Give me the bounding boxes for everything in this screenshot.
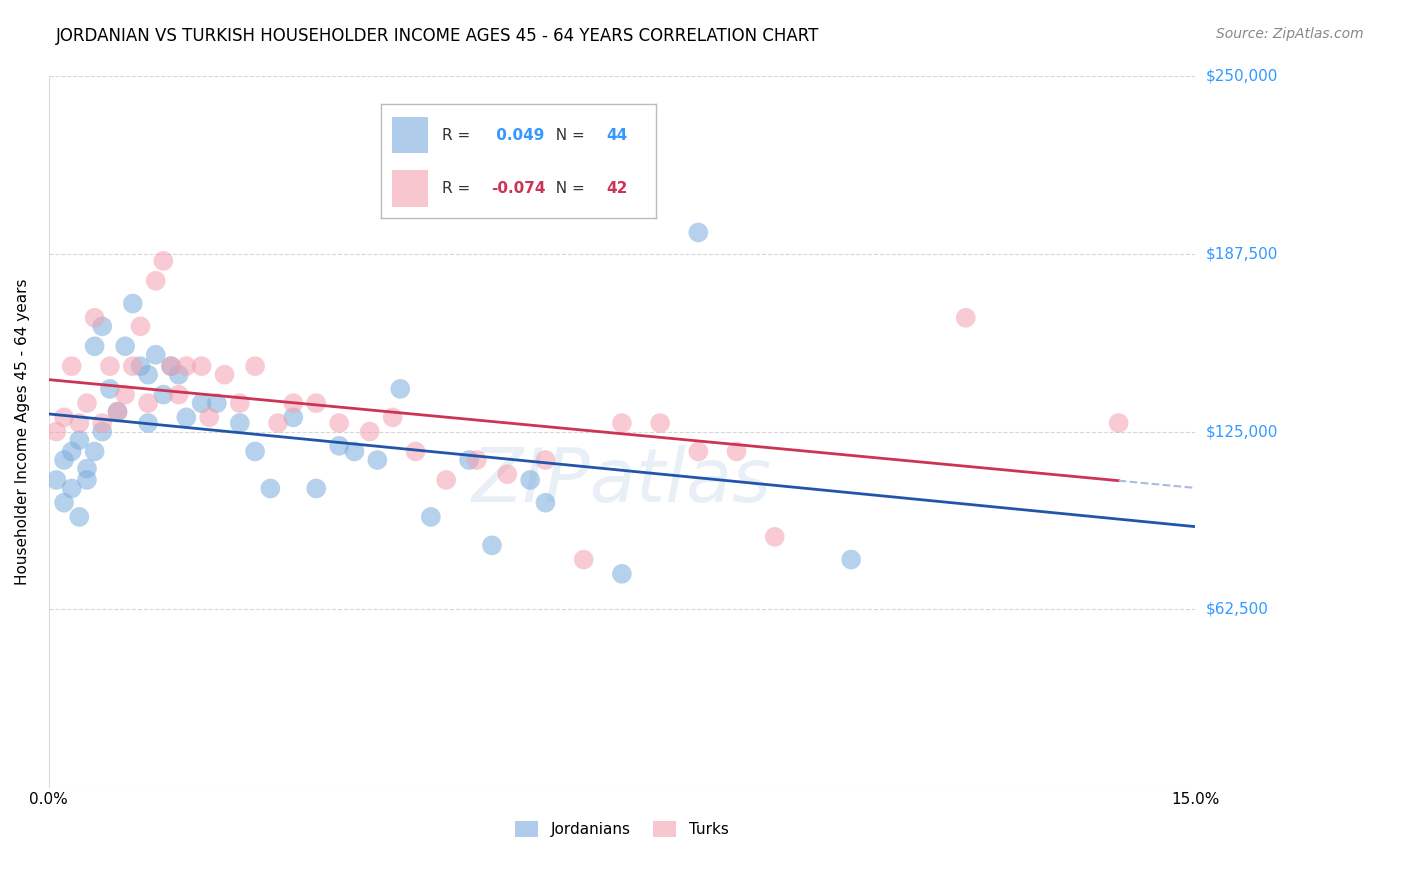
Point bbox=[107, 405, 129, 419]
Point bbox=[160, 359, 183, 373]
Point bbox=[91, 425, 114, 439]
Point bbox=[60, 482, 83, 496]
Point bbox=[98, 382, 121, 396]
Point bbox=[53, 453, 76, 467]
Point bbox=[243, 444, 266, 458]
Point bbox=[76, 396, 98, 410]
Point bbox=[343, 444, 366, 458]
Point bbox=[67, 416, 90, 430]
Text: $62,500: $62,500 bbox=[1206, 602, 1270, 617]
Point bbox=[145, 348, 167, 362]
Point bbox=[45, 425, 67, 439]
Point bbox=[145, 274, 167, 288]
Point bbox=[328, 416, 350, 430]
Point bbox=[129, 319, 152, 334]
Text: $125,000: $125,000 bbox=[1206, 424, 1278, 439]
Point bbox=[688, 444, 710, 458]
Point bbox=[67, 433, 90, 447]
Point bbox=[114, 339, 136, 353]
Point bbox=[98, 359, 121, 373]
Point bbox=[434, 473, 457, 487]
Point bbox=[389, 382, 412, 396]
Point bbox=[60, 444, 83, 458]
Point bbox=[465, 453, 488, 467]
Point bbox=[83, 310, 105, 325]
Point bbox=[83, 444, 105, 458]
Point bbox=[76, 473, 98, 487]
Point bbox=[205, 396, 228, 410]
Point bbox=[572, 552, 595, 566]
Point bbox=[121, 359, 143, 373]
Point bbox=[534, 453, 557, 467]
Point bbox=[610, 566, 633, 581]
Point bbox=[53, 410, 76, 425]
Point bbox=[305, 396, 328, 410]
Point bbox=[481, 538, 503, 552]
Point bbox=[129, 359, 152, 373]
Point bbox=[114, 387, 136, 401]
Point bbox=[458, 453, 481, 467]
Point bbox=[53, 496, 76, 510]
Point bbox=[107, 405, 129, 419]
Point bbox=[198, 410, 221, 425]
Point bbox=[214, 368, 236, 382]
Point bbox=[60, 359, 83, 373]
Point bbox=[839, 552, 862, 566]
Point bbox=[176, 410, 198, 425]
Point bbox=[610, 416, 633, 430]
Point bbox=[381, 410, 404, 425]
Point bbox=[1108, 416, 1130, 430]
Point bbox=[763, 530, 786, 544]
Point bbox=[176, 359, 198, 373]
Point bbox=[83, 339, 105, 353]
Point bbox=[152, 387, 174, 401]
Point bbox=[91, 416, 114, 430]
Point bbox=[259, 482, 281, 496]
Text: ZIPatlas: ZIPatlas bbox=[472, 445, 772, 517]
Point bbox=[45, 473, 67, 487]
Text: $250,000: $250,000 bbox=[1206, 69, 1278, 84]
Point bbox=[496, 467, 519, 482]
Text: Source: ZipAtlas.com: Source: ZipAtlas.com bbox=[1216, 27, 1364, 41]
Point bbox=[167, 368, 190, 382]
Point bbox=[648, 416, 671, 430]
Point bbox=[725, 444, 748, 458]
Point bbox=[152, 254, 174, 268]
Point bbox=[419, 510, 441, 524]
Point bbox=[167, 387, 190, 401]
Point bbox=[136, 396, 159, 410]
Point bbox=[519, 473, 541, 487]
Point bbox=[359, 425, 381, 439]
Point bbox=[136, 368, 159, 382]
Text: JORDANIAN VS TURKISH HOUSEHOLDER INCOME AGES 45 - 64 YEARS CORRELATION CHART: JORDANIAN VS TURKISH HOUSEHOLDER INCOME … bbox=[56, 27, 820, 45]
Point bbox=[160, 359, 183, 373]
Point bbox=[229, 396, 252, 410]
Point bbox=[267, 416, 290, 430]
Point bbox=[305, 482, 328, 496]
Point bbox=[136, 416, 159, 430]
Point bbox=[67, 510, 90, 524]
Point bbox=[328, 439, 350, 453]
Point bbox=[688, 226, 710, 240]
Point bbox=[366, 453, 388, 467]
Legend: Jordanians, Turks: Jordanians, Turks bbox=[509, 815, 734, 844]
Point bbox=[405, 444, 427, 458]
Point bbox=[190, 396, 212, 410]
Point bbox=[76, 461, 98, 475]
Point bbox=[121, 296, 143, 310]
Y-axis label: Householder Income Ages 45 - 64 years: Householder Income Ages 45 - 64 years bbox=[15, 278, 30, 585]
Point bbox=[283, 396, 305, 410]
Text: $187,500: $187,500 bbox=[1206, 246, 1278, 261]
Point bbox=[243, 359, 266, 373]
Point bbox=[534, 496, 557, 510]
Point bbox=[283, 410, 305, 425]
Point bbox=[955, 310, 977, 325]
Point bbox=[229, 416, 252, 430]
Point bbox=[91, 319, 114, 334]
Point bbox=[190, 359, 212, 373]
